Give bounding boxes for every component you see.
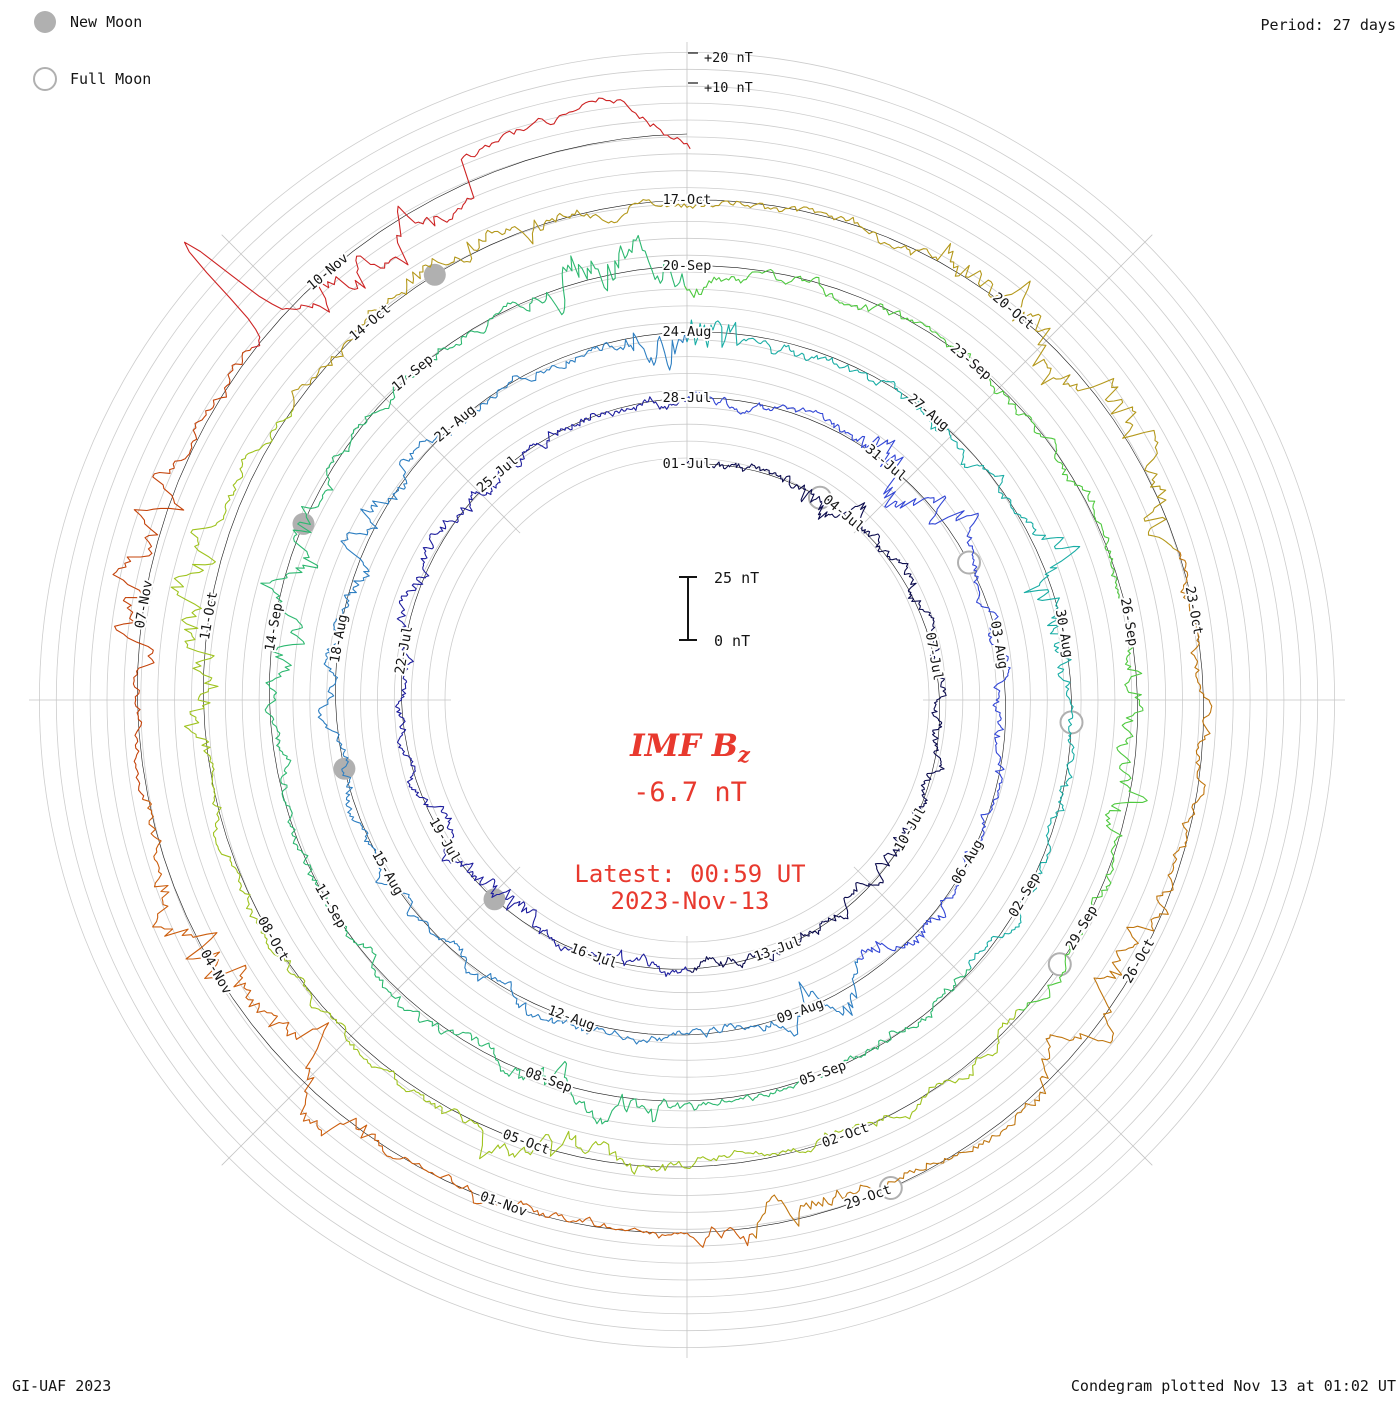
bz-trace-segment [684,268,1148,1011]
period-label: Period: 27 days [1261,16,1396,34]
plot-layer: 01-Jul04-Jul07-Jul10-Jul13-Jul16-Jul19-J… [29,42,1345,1358]
bz-trace-segment [686,391,1011,960]
bz-trace-segment [142,798,753,1248]
date-label: 20-Sep [663,258,712,274]
date-label: 15-Aug [368,848,406,898]
date-label: 26-Oct [1120,936,1158,986]
date-label: 17-Oct [663,192,712,208]
date-label: 24-Aug [663,324,712,340]
date-label: 28-Jul [663,390,712,406]
date-label: 23-Oct [1182,585,1206,636]
bz-trace-segment [260,234,972,1125]
radial-spoke [853,234,1153,534]
new-moon-marker [423,263,446,286]
credit-label: GI-UAF 2023 [12,1377,111,1395]
date-label: 26-Sep [1117,597,1141,648]
radial-spoke [221,234,521,534]
new-moon-icon [34,11,56,33]
date-label: 16-Jul [568,940,619,972]
full-moon-marker [957,550,981,575]
legend-full-moon-label: Full Moon [70,70,151,88]
center-title-subscript: z [737,742,751,767]
new-moon-marker [333,757,356,780]
date-label: 25-Jul [474,452,522,496]
date-label: 21-Aug [431,402,479,446]
radial-spoke [853,866,1153,1166]
date-label: 01-Jul [663,456,712,472]
latest-date: 2023-Nov-13 [611,887,770,915]
scale-bar: 25 nT 0 nT [679,569,759,650]
date-label: 17-Sep [389,351,437,395]
full-moon-marker [1047,952,1072,977]
date-label: 06-Aug [948,837,986,887]
date-label: 14-Oct [346,301,394,345]
date-label: 22-Jul [392,625,416,676]
date-label: 10-Jul [891,804,929,854]
date-label: 11-Sep [311,881,349,931]
full-moon-marker [1059,710,1084,735]
center-title-main: IMF B [629,728,738,764]
center-annotations: IMF Bz -6.7 nT Latest: 00:59 UT 2023-Nov… [574,728,805,915]
bz-trace-segment [291,199,1178,551]
radial-spokes [29,42,1345,1358]
date-label: 08-Oct [254,914,292,964]
bz-trace-segment [183,97,691,349]
date-label: 05-Sep [797,1058,848,1090]
plus20-label: +20 nT [704,50,753,66]
bz-trace-segment [170,409,1019,1175]
baseline-spiral [137,133,1204,1234]
new-moon-marker [483,888,506,911]
scale-top-label: 25 nT [714,569,759,587]
current-value: -6.7 nT [633,777,747,808]
bz-trace [112,97,1213,1248]
date-label: 09-Aug [775,996,826,1028]
legend: New Moon Full Moon [33,11,151,91]
date-label: 31-Jul [862,441,910,485]
bz-trace-segment [112,347,253,800]
bz-trace-segment [395,396,689,978]
scale-bottom-label: 0 nT [714,632,750,650]
center-title: IMF Bz [629,728,751,767]
date-label: 11-Oct [197,590,221,641]
bz-trace-segment [317,332,859,1045]
full-moon-icon [33,67,57,91]
radial-spoke [221,866,521,1166]
plotted-timestamp-label: Condegram plotted Nov 13 at 01:02 UT [1071,1377,1396,1395]
moon-markers [292,263,1084,1200]
bz-trace-segment [686,319,1081,969]
date-label: 18-Aug [327,613,351,664]
full-moon-marker [878,1176,903,1200]
date-label: 27-Aug [904,391,952,435]
plus10-label: +10 nT [704,80,753,96]
date-label: 12-Aug [546,1002,597,1034]
bz-trace-segment [686,456,947,973]
date-label: 23-Sep [947,340,995,384]
bz-trace-segment [752,549,1213,1239]
date-label: 19-Jul [425,815,463,865]
date-label: 02-Oct [820,1120,871,1152]
date-label: 02-Sep [1006,870,1044,920]
radial-reference-labels: +20 nT +10 nT [688,50,753,96]
date-label: 01-Nov [478,1188,529,1220]
new-moon-marker [292,512,315,535]
date-label: 03-Aug [987,620,1011,671]
latest-time: Latest: 00:59 UT [574,860,805,888]
legend-new-moon-label: New Moon [70,13,142,31]
